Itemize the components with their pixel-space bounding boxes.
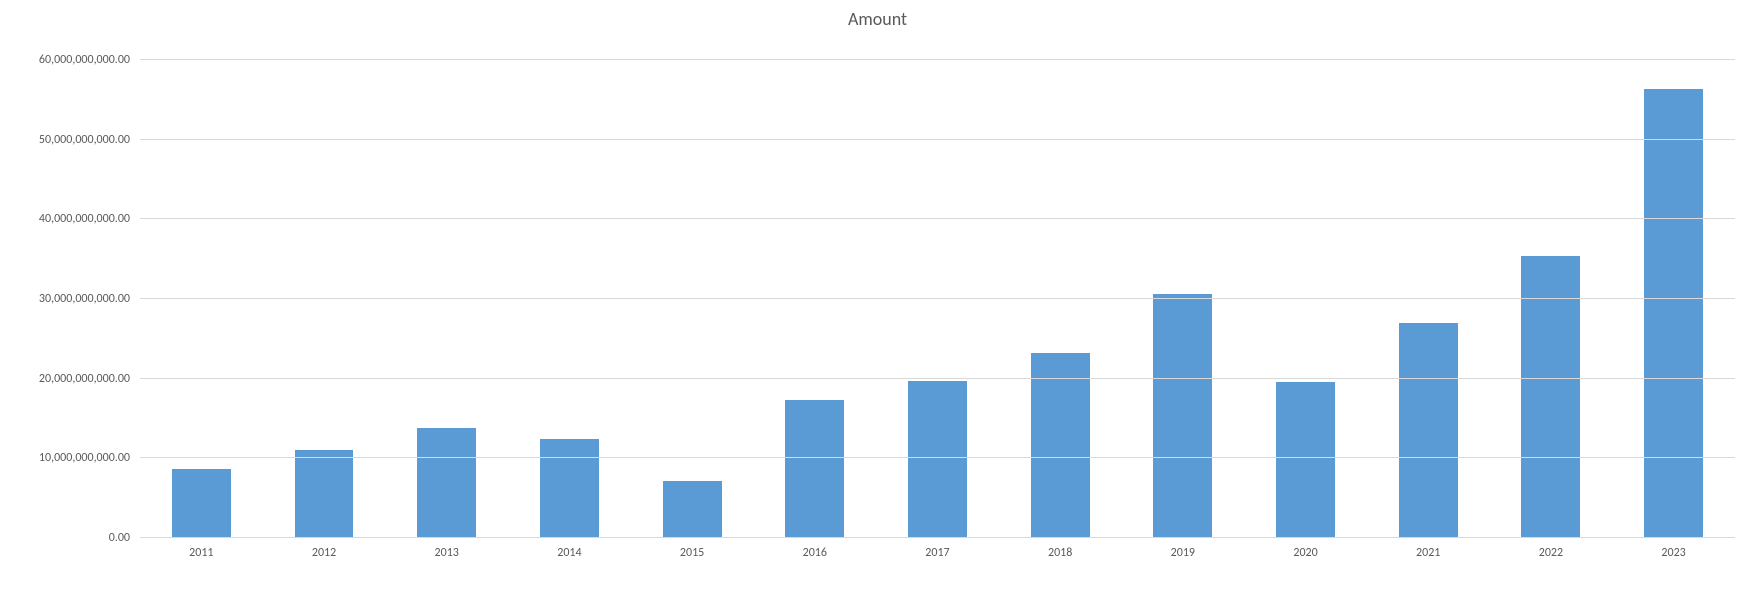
y-axis-label: 40,000,000,000.00	[39, 212, 130, 226]
plot-area: 2011201220132014201520162017201820192020…	[140, 60, 1735, 538]
gridline	[140, 378, 1735, 379]
bar-2018	[1031, 353, 1090, 538]
y-axis-label: 50,000,000,000.00	[39, 133, 130, 147]
gridline	[140, 59, 1735, 60]
bar-2017	[908, 381, 967, 538]
y-axis-label: 10,000,000,000.00	[39, 451, 130, 465]
y-axis-label: 60,000,000,000.00	[39, 53, 130, 67]
x-axis-label: 2015	[631, 546, 754, 560]
bar-slot: 2020	[1244, 60, 1367, 538]
bar-slot: 2013	[385, 60, 508, 538]
bar-2013	[417, 428, 476, 538]
bars-container: 2011201220132014201520162017201820192020…	[140, 60, 1735, 538]
amount-bar-chart: Amount 201120122013201420152016201720182…	[0, 0, 1755, 598]
x-axis-label: 2014	[508, 546, 631, 560]
x-axis-label: 2018	[999, 546, 1122, 560]
x-axis-label: 2016	[753, 546, 876, 560]
x-axis-label: 2021	[1367, 546, 1490, 560]
y-axis-label: 20,000,000,000.00	[39, 372, 130, 386]
bar-2014	[540, 439, 599, 538]
gridline	[140, 139, 1735, 140]
bar-slot: 2021	[1367, 60, 1490, 538]
bar-slot: 2016	[753, 60, 876, 538]
chart-title: Amount	[848, 8, 907, 30]
bar-2012	[295, 450, 354, 538]
x-axis-label: 2019	[1122, 546, 1245, 560]
bar-2011	[172, 469, 231, 538]
x-axis-label: 2017	[876, 546, 999, 560]
bar-slot: 2023	[1612, 60, 1735, 538]
bar-2015	[663, 481, 722, 538]
bar-slot: 2012	[263, 60, 386, 538]
y-axis-label: 30,000,000,000.00	[39, 292, 130, 306]
bar-2021	[1399, 323, 1458, 538]
bar-slot: 2022	[1490, 60, 1613, 538]
x-axis-label: 2012	[263, 546, 386, 560]
y-axis-label: 0.00	[109, 531, 130, 545]
bar-2016	[785, 400, 844, 538]
x-axis-label: 2023	[1612, 546, 1735, 560]
x-axis-label: 2013	[385, 546, 508, 560]
bar-2020	[1276, 382, 1335, 538]
bar-2019	[1153, 294, 1212, 538]
bar-slot: 2017	[876, 60, 999, 538]
gridline	[140, 218, 1735, 219]
x-axis-label: 2020	[1244, 546, 1367, 560]
bar-slot: 2018	[999, 60, 1122, 538]
x-axis-label: 2022	[1490, 546, 1613, 560]
gridline	[140, 457, 1735, 458]
bar-slot: 2011	[140, 60, 263, 538]
bar-slot: 2014	[508, 60, 631, 538]
x-axis-label: 2011	[140, 546, 263, 560]
bar-2023	[1644, 89, 1703, 538]
bar-slot: 2019	[1122, 60, 1245, 538]
gridline	[140, 537, 1735, 538]
bar-slot: 2015	[631, 60, 754, 538]
gridline	[140, 298, 1735, 299]
